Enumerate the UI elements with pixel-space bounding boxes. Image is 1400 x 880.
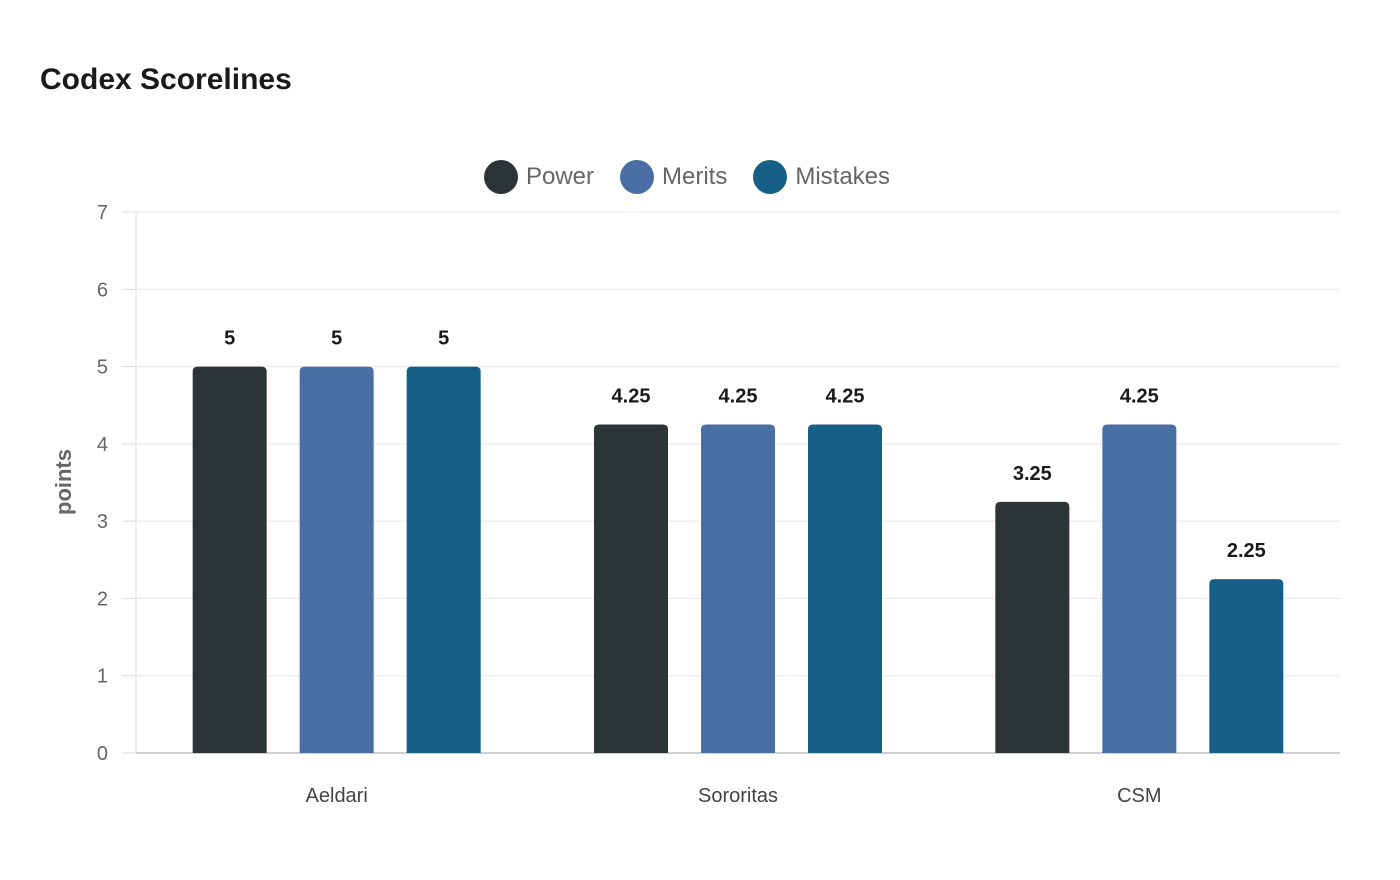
y-tick-label: 1 [97,666,108,688]
legend-swatch-mistakes [753,160,788,194]
legend-label-mistakes: Mistakes [795,163,891,190]
y-tick-label: 7 [97,202,108,224]
legend-item-mistakes[interactable]: Mistakes [753,160,890,194]
y-tick-label: 5 [97,357,108,379]
bar-power-csm [995,501,1070,753]
data-label: 4.25 [719,386,758,408]
legend-swatch-merits [620,160,654,194]
data-label: 4.25 [612,386,651,408]
bar-mistakes-csm [1209,579,1284,753]
chart-title: Codex Scorelines [40,63,292,96]
y-tick-label: 4 [97,434,108,456]
bar-mistakes-aeldari [406,366,481,753]
legend-item-merits[interactable]: Merits [620,160,727,194]
legend-label-merits: Merits [662,163,728,190]
x-tick-label: Sororitas [698,785,778,807]
data-label: 4.25 [826,386,865,408]
bar-mistakes-sororitas [808,424,882,753]
bar-merits-aeldari [299,366,374,753]
y-tick-label: 3 [97,511,108,533]
legend-swatch-power [483,160,518,194]
bar-merits-csm [1102,424,1177,753]
bar-merits-sororitas [701,424,775,753]
data-label: 2.25 [1227,540,1266,562]
y-tick-label: 0 [97,743,108,765]
bar-power-aeldari [192,366,267,753]
x-tick-label: Aeldari [306,785,368,807]
y-tick-label: 6 [97,279,108,301]
data-label: 5 [224,328,235,350]
x-tick-label: CSM [1117,785,1161,807]
legend-label-power: Power [525,163,594,190]
y-axis-title: points [51,449,76,515]
data-label: 5 [438,328,449,350]
data-label: 5 [331,328,342,350]
bar-power-sororitas [594,424,668,753]
data-label: 3.25 [1013,463,1052,485]
y-tick-label: 2 [97,588,108,610]
chart-legend: Power Merits Mistakes [0,160,1374,194]
data-label: 4.25 [1120,386,1159,408]
legend-item-power[interactable]: Power [483,160,594,194]
